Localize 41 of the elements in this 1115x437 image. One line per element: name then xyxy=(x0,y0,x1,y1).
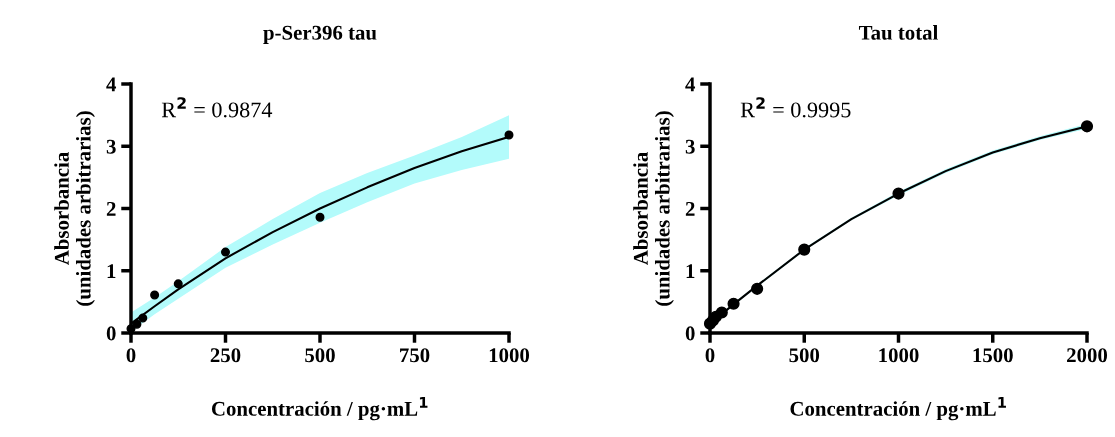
point xyxy=(504,130,514,140)
point xyxy=(150,290,160,300)
chart-title: Tau total xyxy=(858,25,938,40)
annotation: R$^{2}$ = 0.9874 xyxy=(161,97,273,118)
point xyxy=(715,306,728,319)
point xyxy=(798,243,811,256)
point xyxy=(221,247,230,257)
x-tick-label: 250 xyxy=(210,348,241,363)
y-tick-label: 4 xyxy=(106,77,117,92)
point xyxy=(173,279,183,289)
point xyxy=(138,313,148,323)
x-tick-label: 0 xyxy=(126,348,136,363)
x-tick-label: 1000 xyxy=(879,348,919,363)
y-tick-label: 3 xyxy=(106,139,116,154)
y-tick-label: 1 xyxy=(686,264,695,278)
chart-title: p-Ser396 tau xyxy=(263,25,377,44)
y-tick-label: 1 xyxy=(107,264,116,278)
point xyxy=(1080,120,1094,133)
x-tick-label: 750 xyxy=(400,348,430,363)
point xyxy=(727,297,740,310)
point xyxy=(892,187,905,200)
y-tick-label: 2 xyxy=(106,201,116,216)
x-axis-title: Concentración / pg·mL$^{1}$ xyxy=(211,397,428,421)
y-tick-label: 2 xyxy=(685,201,695,216)
x-axis-title: Concentración / pg·mL$^{1}$ xyxy=(790,397,1006,421)
annotation: R$^{2}$ = 0.9995 xyxy=(740,97,851,118)
x-tick-label: 0 xyxy=(705,348,715,363)
x-tick-label: 1500 xyxy=(973,348,1013,363)
point xyxy=(132,319,142,329)
y-tick-label: 4 xyxy=(685,77,696,92)
x-tick-label: 500 xyxy=(789,348,820,363)
x-tick-label: 1000 xyxy=(489,348,530,363)
y-axis-title: Absorbancia (unidades arbitrarias) xyxy=(633,111,674,306)
y-tick-label: 0 xyxy=(685,326,695,341)
y-axis-title: Absorbancia (unidades arbitrarias) xyxy=(54,111,95,306)
point xyxy=(315,212,325,222)
x-tick-label: 2000 xyxy=(1067,348,1108,363)
y-tick-label: 3 xyxy=(685,139,695,154)
point xyxy=(751,282,764,295)
y-tick-label: 0 xyxy=(106,326,116,341)
x-tick-label: 500 xyxy=(305,348,335,363)
